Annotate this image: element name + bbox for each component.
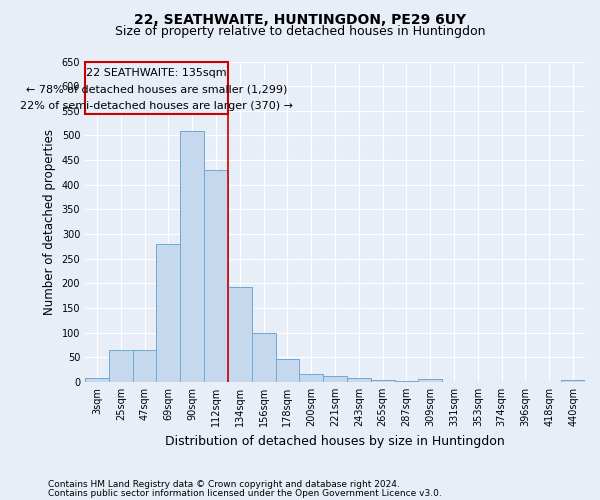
Text: ← 78% of detached houses are smaller (1,299): ← 78% of detached houses are smaller (1,… xyxy=(26,84,287,94)
Bar xyxy=(347,378,371,382)
Text: Contains HM Land Registry data © Crown copyright and database right 2024.: Contains HM Land Registry data © Crown c… xyxy=(48,480,400,489)
Bar xyxy=(157,244,180,382)
Text: 22% of semi-detached houses are larger (370) →: 22% of semi-detached houses are larger (… xyxy=(20,101,293,111)
Text: Size of property relative to detached houses in Huntingdon: Size of property relative to detached ho… xyxy=(115,25,485,38)
Bar xyxy=(299,374,323,382)
Bar xyxy=(180,130,204,382)
Bar xyxy=(252,332,275,382)
Bar xyxy=(85,378,109,382)
Bar xyxy=(228,288,252,382)
Bar xyxy=(561,380,585,382)
Y-axis label: Number of detached properties: Number of detached properties xyxy=(43,128,56,314)
Text: 22 SEATHWAITE: 135sqm: 22 SEATHWAITE: 135sqm xyxy=(86,68,227,78)
Bar xyxy=(133,350,157,382)
Bar xyxy=(109,350,133,382)
Bar xyxy=(204,170,228,382)
Bar xyxy=(323,376,347,382)
Bar xyxy=(395,381,418,382)
FancyBboxPatch shape xyxy=(85,62,228,114)
X-axis label: Distribution of detached houses by size in Huntingdon: Distribution of detached houses by size … xyxy=(165,434,505,448)
Bar xyxy=(418,380,442,382)
Text: 22, SEATHWAITE, HUNTINGDON, PE29 6UY: 22, SEATHWAITE, HUNTINGDON, PE29 6UY xyxy=(134,12,466,26)
Bar xyxy=(371,380,395,382)
Bar xyxy=(275,359,299,382)
Text: Contains public sector information licensed under the Open Government Licence v3: Contains public sector information licen… xyxy=(48,488,442,498)
